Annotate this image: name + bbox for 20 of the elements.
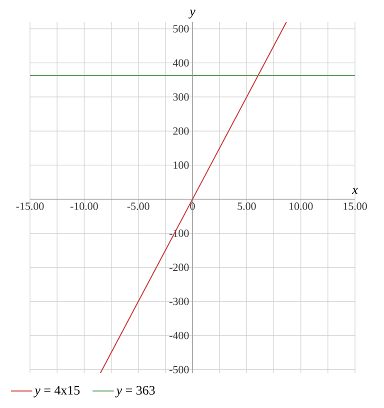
- legend-label: y = 363: [115, 386, 155, 398]
- y-axis-title: y: [188, 10, 196, 18]
- x-tick-label: -5.00: [127, 202, 150, 210]
- y-tick-label: 200: [173, 127, 189, 135]
- y-tick-label: -200: [169, 264, 189, 272]
- y-tick-label: 500: [173, 25, 189, 33]
- x-tick-label: -15.00: [16, 202, 44, 210]
- x-tick-label: 5.00: [238, 202, 256, 210]
- x-tick-label: 0: [190, 202, 195, 210]
- x-tick-label: 10.00: [289, 202, 313, 210]
- y-tick-label: 400: [172, 59, 189, 67]
- y-tick-label: -400: [169, 332, 189, 340]
- y-tick-label: 300: [173, 93, 189, 101]
- x-tick-label: 15.00: [344, 202, 367, 210]
- x-axis-title: x: [352, 188, 358, 194]
- legend-label: y = 4x15: [34, 386, 80, 398]
- x-tick-label: -10.00: [70, 202, 98, 210]
- y-tick-label: 100: [174, 161, 189, 169]
- y-tick-label: -300: [169, 298, 189, 306]
- y-tick-label: -500: [169, 366, 189, 374]
